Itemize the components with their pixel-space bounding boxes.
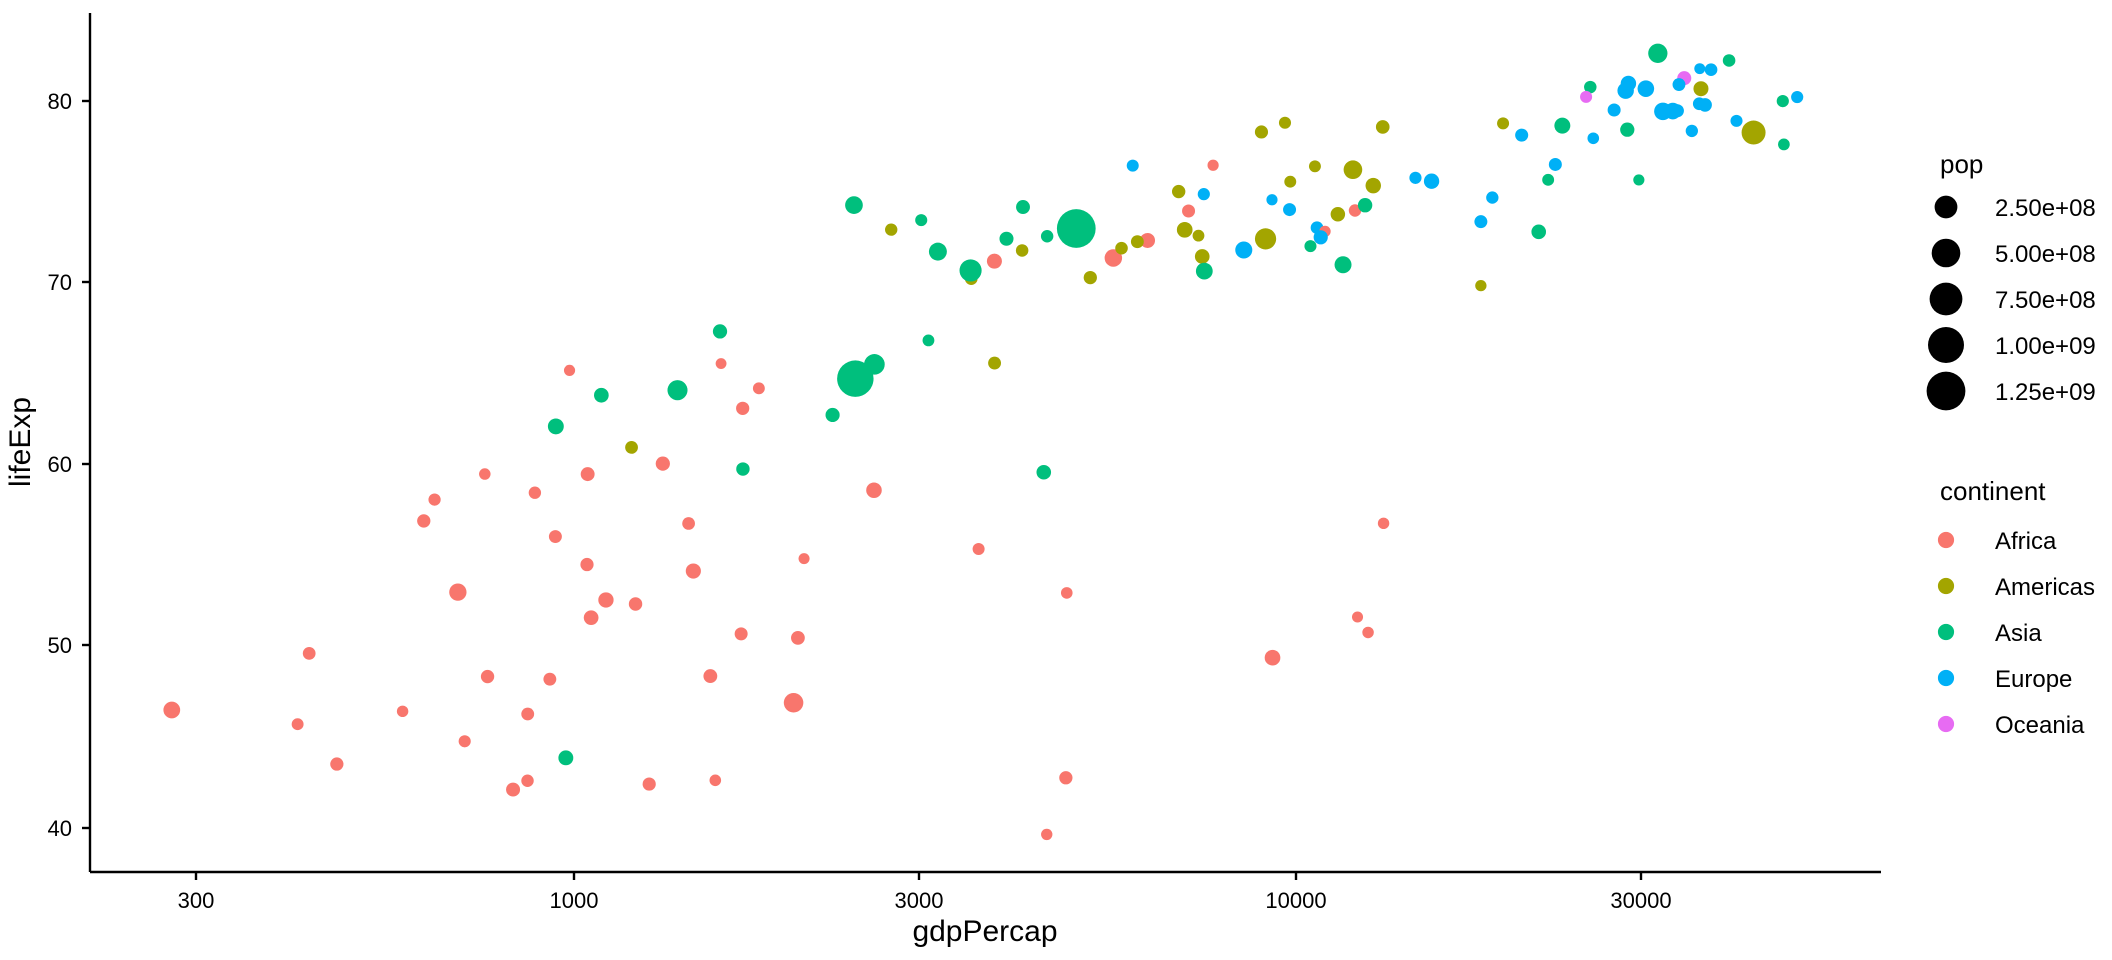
svg-text:30000: 30000	[1610, 888, 1671, 913]
svg-text:Africa: Africa	[1995, 528, 2057, 555]
svg-text:60: 60	[48, 452, 72, 477]
svg-text:1.00e+09: 1.00e+09	[1995, 333, 2096, 360]
svg-text:Oceania: Oceania	[1995, 712, 2085, 739]
svg-text:80: 80	[48, 89, 72, 114]
svg-text:continent: continent	[1940, 476, 2046, 506]
svg-text:10000: 10000	[1265, 888, 1326, 913]
svg-text:3000: 3000	[895, 888, 944, 913]
svg-text:Europe: Europe	[1995, 666, 2072, 693]
svg-text:70: 70	[48, 270, 72, 295]
svg-text:40: 40	[48, 816, 72, 841]
svg-text:50: 50	[48, 633, 72, 658]
svg-text:lifeExp: lifeExp	[4, 397, 37, 487]
svg-text:gdpPercap: gdpPercap	[912, 915, 1057, 948]
svg-text:5.00e+08: 5.00e+08	[1995, 241, 2096, 268]
svg-text:pop: pop	[1940, 149, 1983, 179]
svg-text:1000: 1000	[550, 888, 599, 913]
svg-text:Americas: Americas	[1995, 574, 2095, 601]
svg-text:7.50e+08: 7.50e+08	[1995, 287, 2096, 314]
svg-text:2.50e+08: 2.50e+08	[1995, 195, 2096, 222]
svg-text:300: 300	[178, 888, 215, 913]
svg-text:1.25e+09: 1.25e+09	[1995, 379, 2096, 406]
svg-text:Asia: Asia	[1995, 620, 2042, 647]
